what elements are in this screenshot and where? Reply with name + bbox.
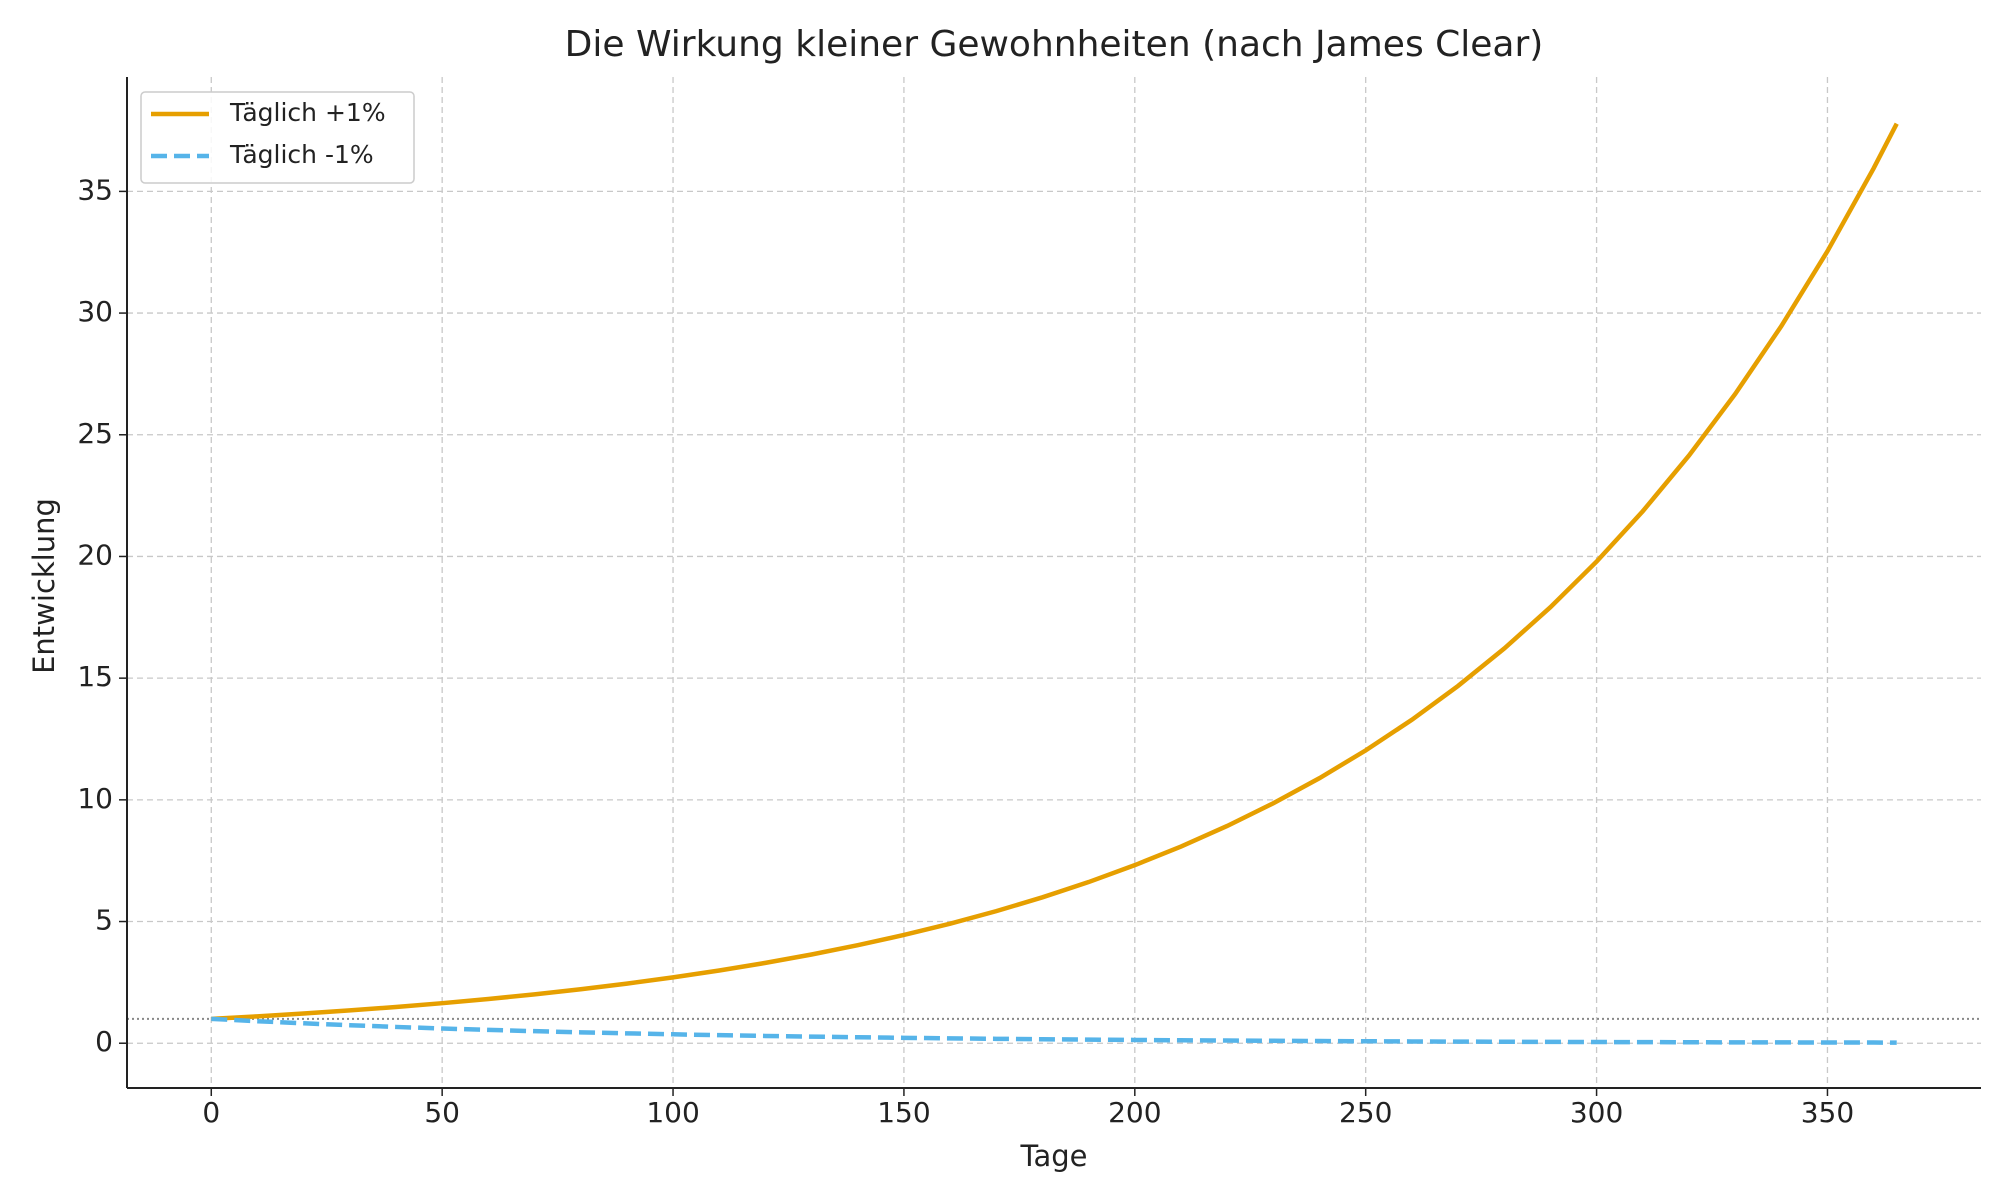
x-axis-label: Tage: [1020, 1139, 1088, 1173]
x-tick-label: 350: [1801, 1096, 1854, 1129]
y-tick-label: 15: [77, 660, 113, 693]
chart-title: Die Wirkung kleiner Gewohnheiten (nach J…: [565, 24, 1544, 65]
legend-label: Täglich +1%: [229, 98, 386, 127]
y-tick-label: 5: [95, 904, 113, 937]
series-line: [211, 1016, 1897, 1045]
legend-label: Täglich -1%: [229, 140, 374, 169]
legend-box: [140, 91, 415, 184]
series-line: [211, 122, 1899, 1022]
y-tick-label: 10: [77, 782, 113, 815]
y-tick-label: 30: [77, 295, 113, 328]
y-tick-label: 20: [77, 538, 113, 571]
x-tick-label: 200: [1108, 1096, 1161, 1129]
y-tick-label: 35: [77, 173, 113, 206]
y-axis-label: Entwicklung: [27, 498, 61, 674]
x-tick-label: 50: [424, 1096, 460, 1129]
x-tick-label: 0: [202, 1096, 220, 1129]
x-tick-label: 100: [646, 1096, 699, 1129]
y-tick-label: 0: [95, 1025, 113, 1058]
x-tick-label: 250: [1339, 1096, 1392, 1129]
y-tick-label: 25: [77, 417, 113, 450]
x-tick-label: 300: [1570, 1096, 1623, 1129]
x-tick-label: 150: [877, 1096, 930, 1129]
